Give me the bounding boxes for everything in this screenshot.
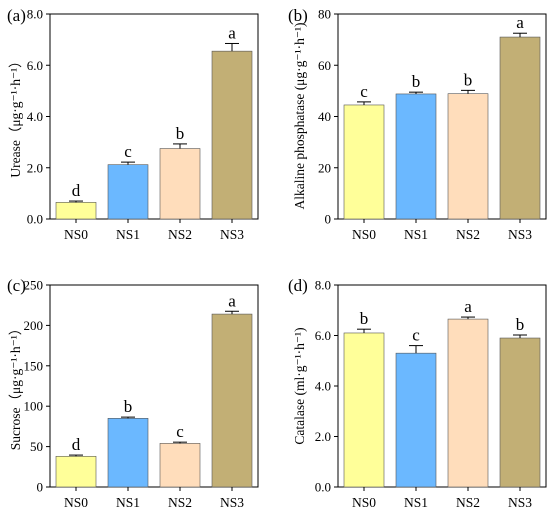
bar bbox=[395, 352, 437, 488]
bar bbox=[55, 455, 97, 488]
bar bbox=[55, 202, 97, 220]
significance-letter: b bbox=[516, 315, 525, 334]
y-tick-label: 4.0 bbox=[27, 109, 43, 124]
y-tick-label: 250 bbox=[24, 278, 44, 293]
y-tick-label: 6.0 bbox=[27, 58, 43, 73]
bar bbox=[107, 418, 149, 488]
y-tick-label: 40 bbox=[318, 109, 331, 124]
significance-letter: b bbox=[360, 309, 369, 328]
bar bbox=[159, 443, 201, 488]
y-axis-label: Urease（μg·g⁻¹·h⁻¹） bbox=[8, 54, 23, 177]
y-tick-label: 0.0 bbox=[315, 480, 331, 495]
y-tick-label: 4.0 bbox=[315, 379, 331, 394]
panel-a: 0.0 2.0 4.0 6.0 8.0 d NS0 c NS1 b NS2 a NS3 Urease（μg… bbox=[7, 6, 259, 242]
y-tick-label: 20 bbox=[318, 160, 331, 175]
panel-label: (b) bbox=[288, 6, 308, 25]
significance-letter: c bbox=[176, 422, 184, 441]
x-tick-label: NS1 bbox=[404, 495, 428, 510]
significance-letter: d bbox=[72, 435, 81, 454]
significance-letter: c bbox=[124, 142, 132, 161]
significance-letter: b bbox=[464, 70, 473, 89]
y-axis-label: Catalase (ml·g⁻¹·h⁻¹) bbox=[292, 327, 307, 444]
bar bbox=[343, 104, 385, 220]
panel-c: 0 50 100 150 200 250 d NS0 b NS1 c NS2 a NS3 Sucrose（μ… bbox=[7, 276, 259, 510]
bar bbox=[499, 337, 541, 488]
x-tick-label: NS2 bbox=[456, 495, 480, 510]
panel-label: (c) bbox=[7, 276, 26, 295]
x-tick-label: NS2 bbox=[456, 227, 480, 242]
y-tick-label: 150 bbox=[24, 358, 44, 373]
significance-letter: a bbox=[228, 291, 236, 310]
x-tick-label: NS0 bbox=[352, 495, 376, 510]
bar bbox=[343, 332, 385, 488]
plot-frame bbox=[49, 284, 259, 488]
y-tick-label: 50 bbox=[30, 439, 43, 454]
y-tick-label: 0 bbox=[37, 480, 44, 495]
panel-label: (d) bbox=[288, 276, 308, 295]
x-tick-label: NS0 bbox=[64, 227, 88, 242]
panel-b: 0 20 40 60 80 c NS0 b NS1 b NS2 a NS3 Alkaline phosph… bbox=[288, 6, 547, 242]
x-tick-label: NS3 bbox=[508, 227, 532, 242]
bar bbox=[159, 148, 201, 220]
bar bbox=[447, 93, 489, 220]
y-tick-label: 0 bbox=[325, 212, 332, 227]
y-axis-label: Alkaline phosphatase (μg·g⁻¹·h⁻¹) bbox=[292, 22, 307, 209]
significance-letter: c bbox=[360, 82, 368, 101]
y-tick-label: 80 bbox=[318, 7, 331, 22]
x-tick-label: NS1 bbox=[116, 495, 140, 510]
bar bbox=[447, 318, 489, 488]
x-tick-label: NS0 bbox=[64, 495, 88, 510]
x-tick-label: NS3 bbox=[508, 495, 532, 510]
x-tick-label: NS1 bbox=[404, 227, 428, 242]
bar bbox=[211, 313, 253, 488]
significance-letter: d bbox=[72, 181, 81, 200]
bar bbox=[395, 93, 437, 220]
y-tick-label: 8.0 bbox=[27, 7, 43, 22]
bar bbox=[499, 36, 541, 220]
y-tick-label: 200 bbox=[24, 318, 44, 333]
x-tick-label: NS1 bbox=[116, 227, 140, 242]
y-tick-label: 100 bbox=[24, 399, 44, 414]
significance-letter: b bbox=[124, 397, 133, 416]
x-tick-label: NS2 bbox=[168, 495, 192, 510]
significance-letter: a bbox=[464, 297, 472, 316]
y-tick-label: 60 bbox=[318, 58, 331, 73]
bar bbox=[107, 164, 149, 220]
y-tick-label: 0.0 bbox=[27, 212, 43, 227]
significance-letter: a bbox=[228, 23, 236, 42]
x-tick-label: NS3 bbox=[220, 495, 244, 510]
bar bbox=[211, 50, 253, 220]
significance-letter: b bbox=[412, 72, 421, 91]
y-tick-label: 2.0 bbox=[315, 429, 331, 444]
x-tick-label: NS0 bbox=[352, 227, 376, 242]
panel-label: (a) bbox=[7, 6, 26, 25]
significance-letter: c bbox=[412, 326, 420, 345]
x-tick-label: NS3 bbox=[220, 227, 244, 242]
panel-d: 0.0 2.0 4.0 6.0 8.0 b NS0 c NS1 a NS2 b NS3 Catalase … bbox=[288, 276, 547, 510]
y-axis-label: Sucrose（μg·g⁻¹·h⁻¹） bbox=[8, 322, 23, 451]
significance-letter: b bbox=[176, 124, 185, 143]
significance-letter: a bbox=[516, 13, 524, 32]
y-tick-label: 2.0 bbox=[27, 160, 43, 175]
y-tick-label: 8.0 bbox=[315, 278, 331, 293]
x-tick-label: NS2 bbox=[168, 227, 192, 242]
y-tick-label: 6.0 bbox=[315, 328, 331, 343]
